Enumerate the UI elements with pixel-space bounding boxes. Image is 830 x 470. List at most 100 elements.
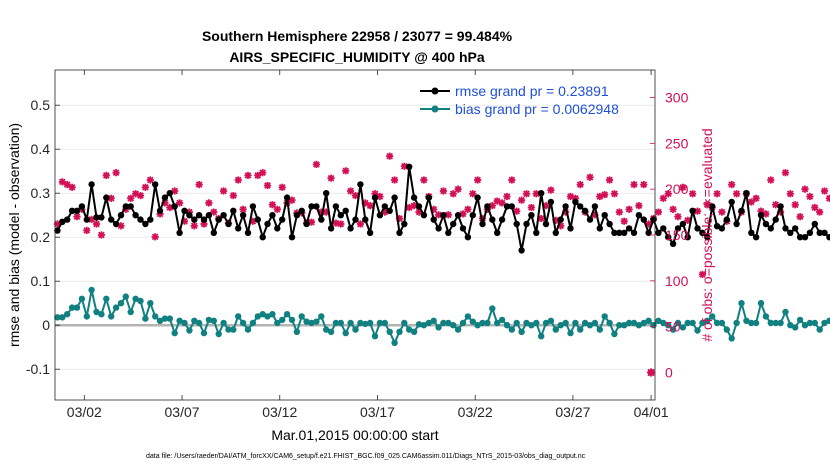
series-point bbox=[68, 207, 76, 214]
evaluated-count-marker bbox=[664, 190, 672, 198]
series-point bbox=[347, 225, 354, 232]
series-point bbox=[757, 300, 765, 307]
series-point bbox=[718, 319, 726, 327]
series-point bbox=[108, 216, 115, 223]
series-point bbox=[347, 319, 354, 327]
series-point bbox=[308, 319, 315, 327]
series-point bbox=[357, 181, 364, 188]
series-point bbox=[772, 216, 779, 223]
series-point bbox=[552, 326, 559, 333]
series-point bbox=[415, 321, 423, 328]
series-point bbox=[733, 220, 740, 228]
series-point bbox=[503, 322, 511, 329]
series-point bbox=[635, 212, 643, 219]
evaluated-count-marker bbox=[513, 207, 521, 215]
evaluated-count-marker bbox=[205, 199, 213, 207]
series-point bbox=[332, 203, 340, 210]
series-point bbox=[586, 322, 594, 329]
series-point bbox=[342, 329, 349, 337]
series-point bbox=[103, 295, 110, 302]
evaluated-count-marker bbox=[73, 213, 81, 221]
series-point bbox=[665, 322, 672, 329]
series-point bbox=[401, 319, 408, 327]
series-point bbox=[709, 203, 716, 210]
series-point bbox=[738, 207, 745, 214]
series-point bbox=[264, 313, 271, 320]
series-point bbox=[479, 319, 486, 327]
series-point bbox=[454, 326, 462, 333]
series-point bbox=[83, 216, 91, 223]
series-point bbox=[538, 190, 545, 197]
series-point bbox=[811, 319, 818, 327]
series-point bbox=[420, 212, 428, 219]
evaluated-count-marker bbox=[151, 233, 159, 241]
series-point bbox=[391, 194, 398, 201]
series-point bbox=[186, 212, 193, 219]
series-point bbox=[230, 207, 237, 214]
series-point bbox=[406, 163, 413, 170]
series-point bbox=[176, 317, 183, 324]
series-point bbox=[650, 216, 657, 223]
series-point bbox=[283, 311, 291, 318]
series-point bbox=[376, 319, 384, 327]
series-point bbox=[63, 216, 71, 223]
series-point bbox=[508, 203, 515, 210]
series-point bbox=[723, 216, 730, 223]
series-point bbox=[635, 322, 643, 329]
evaluated-count-marker bbox=[679, 183, 687, 191]
series-point bbox=[93, 308, 100, 316]
series-point bbox=[269, 311, 276, 318]
evaluated-count-marker bbox=[825, 194, 830, 202]
series-point bbox=[572, 198, 579, 206]
evaluated-count-marker bbox=[786, 190, 794, 198]
series-point bbox=[298, 207, 305, 214]
evaluated-count-marker bbox=[259, 169, 267, 177]
evaluated-count-marker bbox=[713, 190, 721, 198]
series-point bbox=[147, 300, 154, 307]
series-point bbox=[342, 207, 349, 214]
evaluated-count-marker bbox=[537, 214, 545, 223]
series-point bbox=[161, 315, 169, 322]
series-point bbox=[264, 220, 271, 228]
series-point bbox=[156, 317, 164, 324]
series-point bbox=[318, 216, 325, 223]
series-point bbox=[288, 316, 296, 324]
series-point bbox=[474, 194, 481, 201]
evaluated-count-marker bbox=[728, 180, 736, 189]
series-point bbox=[425, 194, 432, 201]
series-point bbox=[205, 212, 213, 219]
series-point bbox=[337, 319, 344, 327]
series-point bbox=[484, 319, 491, 327]
series-point bbox=[713, 223, 721, 230]
right-y-tick-label: 150 bbox=[665, 227, 689, 243]
series-point bbox=[327, 328, 335, 335]
series-point bbox=[327, 225, 335, 232]
series-point bbox=[591, 319, 599, 327]
series-point bbox=[513, 220, 520, 228]
series-point bbox=[220, 319, 227, 327]
series-point bbox=[625, 319, 633, 327]
series-point bbox=[445, 229, 452, 236]
series-point bbox=[498, 216, 506, 223]
y-tick-label: 0.5 bbox=[31, 97, 51, 113]
series-point bbox=[801, 234, 809, 241]
series-point bbox=[464, 313, 472, 320]
series-point bbox=[293, 328, 301, 335]
series-point bbox=[752, 319, 760, 327]
evaluated-count-marker bbox=[801, 185, 809, 193]
series-point bbox=[142, 220, 149, 228]
series-point bbox=[757, 212, 765, 219]
series-point bbox=[684, 319, 691, 327]
series-point bbox=[357, 319, 364, 327]
evaluated-count-marker bbox=[659, 194, 667, 202]
series-point bbox=[127, 203, 134, 210]
series-point bbox=[98, 311, 105, 318]
series-point bbox=[239, 212, 247, 219]
series-point bbox=[406, 326, 413, 333]
x-axis-ticks: 03/02 03/07 03/12 03/17 03/22 03/27 04/01 bbox=[67, 70, 669, 420]
series-point bbox=[332, 319, 340, 327]
series-point bbox=[474, 322, 481, 329]
evaluated-count-marker bbox=[92, 220, 101, 228]
series-point bbox=[93, 214, 100, 221]
series-point bbox=[762, 220, 770, 228]
